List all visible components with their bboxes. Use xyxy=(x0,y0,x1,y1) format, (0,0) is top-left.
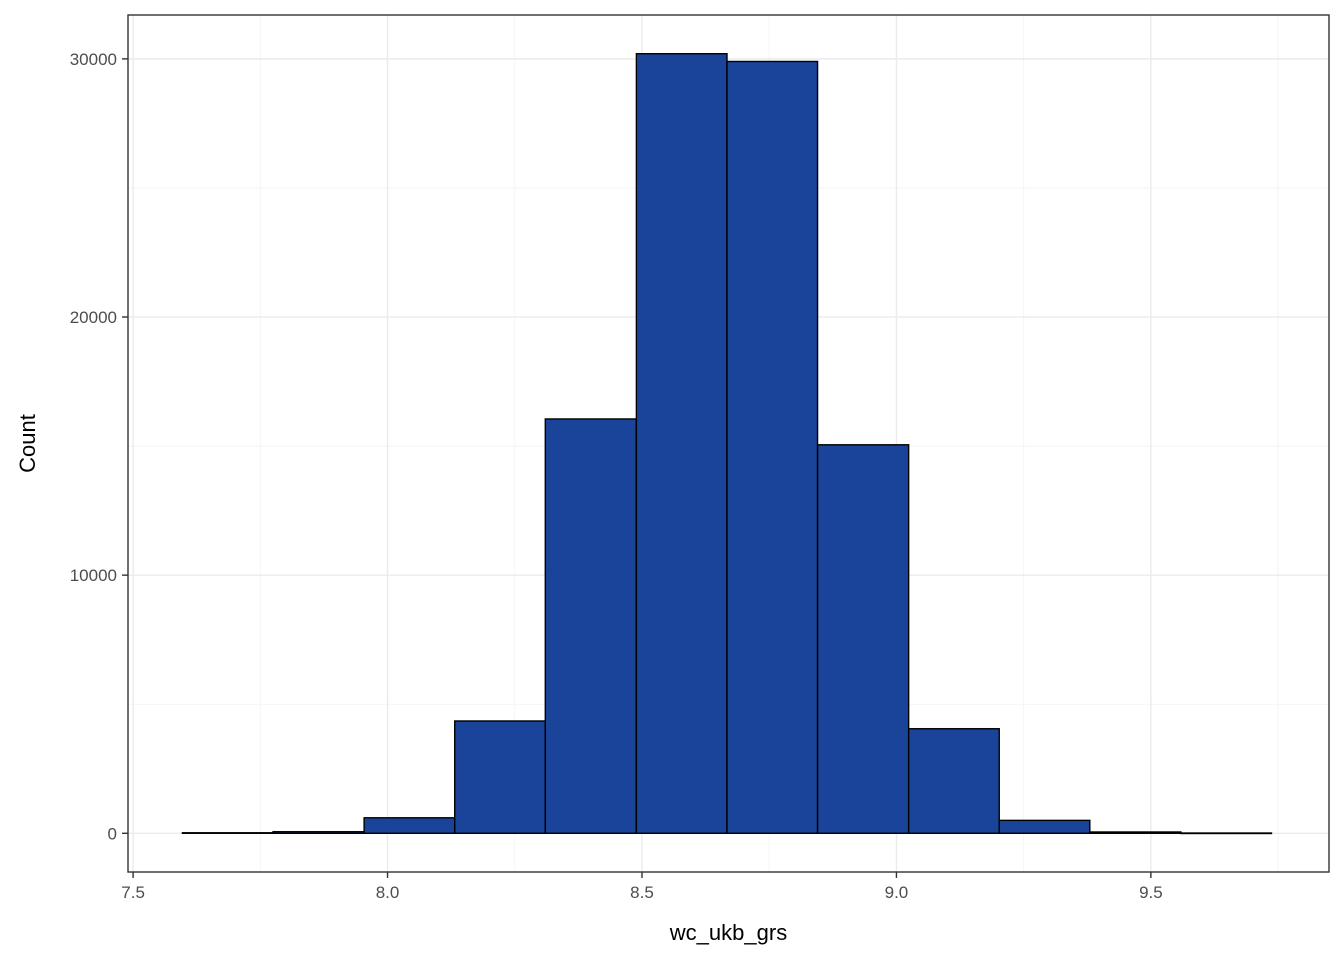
x-axis-title: wc_ukb_grs xyxy=(669,920,787,945)
panel-border xyxy=(127,14,1330,873)
histogram-bar-8 xyxy=(816,444,910,834)
histogram-bar-5 xyxy=(544,418,638,834)
histogram-bar-3 xyxy=(363,817,456,834)
histogram-bar-1 xyxy=(181,832,274,834)
y-tick-label: 0 xyxy=(108,824,117,843)
histogram-bars xyxy=(181,53,1273,835)
y-tick-label: 10000 xyxy=(70,566,117,585)
histogram-bar-7 xyxy=(726,60,819,834)
y-tick-label: 20000 xyxy=(70,308,117,327)
x-tick-label: 9.0 xyxy=(885,883,909,902)
x-tick-label: 8.0 xyxy=(376,883,400,902)
x-axis: 7.5 8.0 8.5 9.0 9.5 xyxy=(121,872,1163,902)
y-axis: 0 10000 20000 30000 xyxy=(70,50,128,843)
x-tick-label: 8.5 xyxy=(630,883,654,902)
y-tick-label: 30000 xyxy=(70,50,117,69)
histogram-bar-9 xyxy=(907,728,1000,834)
y-axis-title: Count xyxy=(15,414,40,473)
x-tick-label: 9.5 xyxy=(1139,883,1163,902)
histogram-bar-4 xyxy=(454,720,546,834)
histogram-bar-12 xyxy=(1180,832,1273,835)
x-tick-label: 7.5 xyxy=(121,883,145,902)
histogram-bar-10 xyxy=(998,819,1091,834)
histogram-bar-6 xyxy=(635,53,728,834)
histogram-bar-11 xyxy=(1089,831,1182,834)
histogram-bar-2 xyxy=(272,831,365,834)
